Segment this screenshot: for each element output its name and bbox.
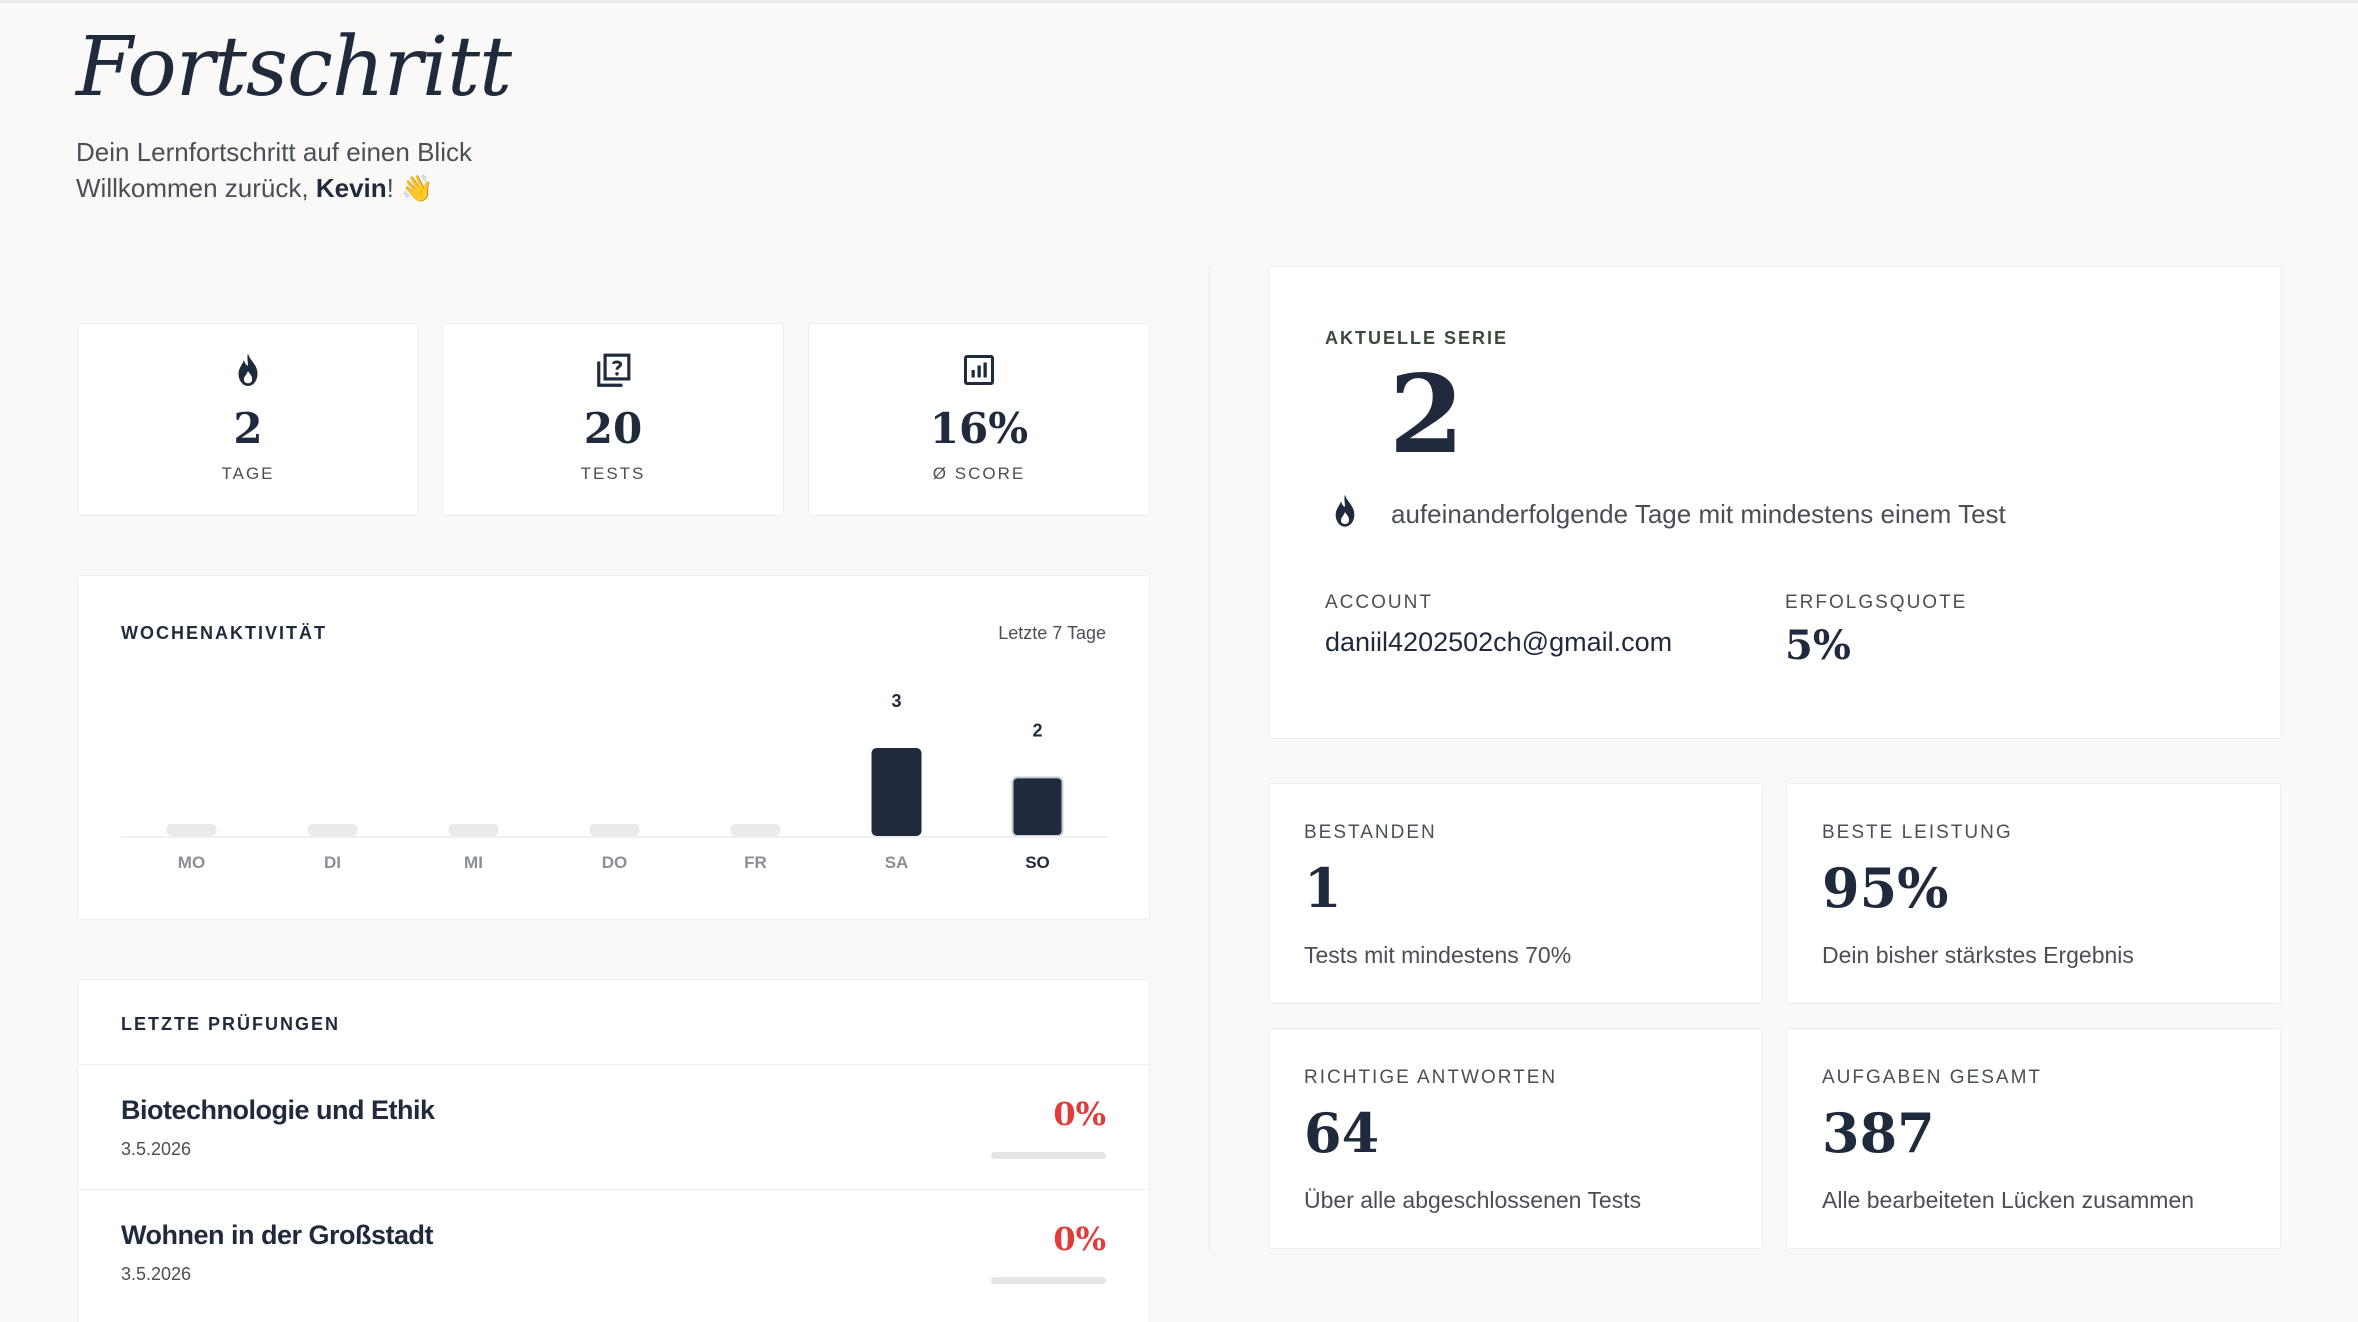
stat-card-days: 2 TAGE bbox=[77, 323, 419, 516]
streak-value: 2 bbox=[1389, 352, 1465, 478]
recent-exams-heading: LETZTE PRÜFUNGEN bbox=[121, 1014, 340, 1034]
weekly-range: Letzte 7 Tage bbox=[998, 623, 1106, 643]
flame-icon bbox=[78, 352, 418, 392]
metric-card-passed: BESTANDEN 1 Tests mit mindestens 70% bbox=[1268, 783, 1763, 1004]
day-label: SO bbox=[1025, 853, 1050, 872]
stat-card-tests: 20 TESTS bbox=[442, 323, 784, 516]
streak-description: aufeinanderfolgende Tage mit mindestens … bbox=[1391, 499, 2006, 529]
bar-value-label: 3 bbox=[891, 691, 901, 711]
metric-value: 95% bbox=[1822, 856, 1949, 920]
recent-exams-card: LETZTE PRÜFUNGEN Biotechnologie und Ethi… bbox=[77, 979, 1150, 1322]
bar-value-label: 2 bbox=[1032, 720, 1042, 740]
welcome-message: Willkommen zurück, Kevin! 👋 bbox=[76, 173, 433, 204]
metric-label: BESTE LEISTUNG bbox=[1822, 822, 2013, 843]
metric-card-total: AUFGABEN GESAMT 387 Alle bearbeiteten Lü… bbox=[1786, 1028, 2281, 1249]
exam-title: Biotechnologie und Ethik bbox=[121, 1095, 435, 1125]
column-divider bbox=[1209, 266, 1210, 1251]
quiz-icon bbox=[443, 352, 783, 392]
day-label: DI bbox=[324, 853, 341, 872]
day-label: DO bbox=[602, 853, 628, 872]
bar-di bbox=[307, 824, 358, 836]
metric-description: Tests mit mindestens 70% bbox=[1304, 942, 1572, 968]
metric-description: Alle bearbeiteten Lücken zusammen bbox=[1822, 1187, 2195, 1213]
exam-progress-bar bbox=[991, 1277, 1106, 1284]
stat-card-score: 16% Ø SCORE bbox=[808, 323, 1150, 516]
stat-label: Ø SCORE bbox=[932, 464, 1026, 483]
flame-icon bbox=[1329, 493, 1361, 536]
metric-value: 387 bbox=[1822, 1101, 1935, 1165]
exam-title: Wohnen in der Großstadt bbox=[121, 1220, 434, 1250]
chart-icon bbox=[809, 352, 1149, 392]
exam-date: 3.5.2026 bbox=[121, 1264, 192, 1284]
weekly-activity-heading: WOCHENAKTIVITÄT bbox=[121, 623, 327, 643]
account-label: ACCOUNT bbox=[1325, 592, 1433, 613]
exam-date: 3.5.2026 bbox=[121, 1139, 192, 1159]
welcome-prefix: Willkommen zurück, bbox=[76, 173, 316, 203]
exam-row[interactable]: Wohnen in der Großstadt 3.5.2026 0% bbox=[78, 1189, 1149, 1314]
day-label: SA bbox=[885, 853, 909, 872]
metric-label: RICHTIGE ANTWORTEN bbox=[1304, 1067, 1558, 1088]
metric-card-correct: RICHTIGE ANTWORTEN 64 Über alle abgeschl… bbox=[1268, 1028, 1763, 1249]
day-label: MI bbox=[464, 853, 483, 872]
bar-so bbox=[1011, 776, 1064, 837]
metric-description: Über alle abgeschlossenen Tests bbox=[1304, 1187, 1642, 1213]
weekly-activity-card: WOCHENAKTIVITÄT Letzte 7 Tage MO DI MI DO FR… bbox=[77, 575, 1150, 920]
top-border bbox=[0, 0, 2358, 3]
bar-mo bbox=[166, 824, 217, 836]
exam-row[interactable]: Biotechnologie und Ethik 3.5.2026 0% bbox=[78, 1064, 1149, 1189]
metric-value: 1 bbox=[1304, 856, 1342, 920]
exam-score: 0% bbox=[1053, 1220, 1106, 1258]
stat-value: 16% bbox=[929, 404, 1029, 453]
exam-score: 0% bbox=[1053, 1095, 1106, 1133]
bar-mi bbox=[448, 824, 499, 836]
stat-value: 20 bbox=[583, 404, 643, 453]
stat-label: TESTS bbox=[580, 464, 646, 483]
welcome-suffix: ! 👋 bbox=[386, 173, 434, 203]
metric-value: 64 bbox=[1304, 1101, 1380, 1165]
account-email: daniil4202502ch@gmail.com bbox=[1325, 627, 1673, 657]
day-label: MO bbox=[178, 853, 205, 872]
streak-label: AKTUELLE SERIE bbox=[1325, 328, 1509, 348]
user-name: Kevin bbox=[315, 173, 387, 203]
success-rate-label: ERFOLGSQUOTE bbox=[1785, 592, 1968, 613]
metric-label: BESTANDEN bbox=[1304, 822, 1437, 843]
page-subtitle: Dein Lernfortschritt auf einen Blick bbox=[76, 137, 472, 167]
success-rate-value: 5% bbox=[1785, 622, 1851, 669]
bar-do bbox=[589, 824, 640, 836]
metric-description: Dein bisher stärkstes Ergebnis bbox=[1822, 942, 2134, 968]
stat-value: 2 bbox=[233, 404, 263, 453]
metric-card-best: BESTE LEISTUNG 95% Dein bisher stärkstes… bbox=[1786, 783, 2281, 1004]
stat-label: TAGE bbox=[221, 464, 275, 483]
weekly-bar-chart: MO DI MI DO FR 3 SA 2 SO bbox=[121, 691, 1108, 872]
bar-sa bbox=[871, 748, 922, 836]
exam-progress-bar bbox=[991, 1152, 1106, 1159]
metric-label: AUFGABEN GESAMT bbox=[1822, 1067, 2043, 1088]
page-title: Fortschritt bbox=[76, 20, 512, 115]
bar-fr bbox=[730, 824, 781, 836]
current-streak-card: AKTUELLE SERIE 2 aufeinanderfolgende Tag… bbox=[1268, 266, 2282, 739]
day-label: FR bbox=[744, 853, 767, 872]
